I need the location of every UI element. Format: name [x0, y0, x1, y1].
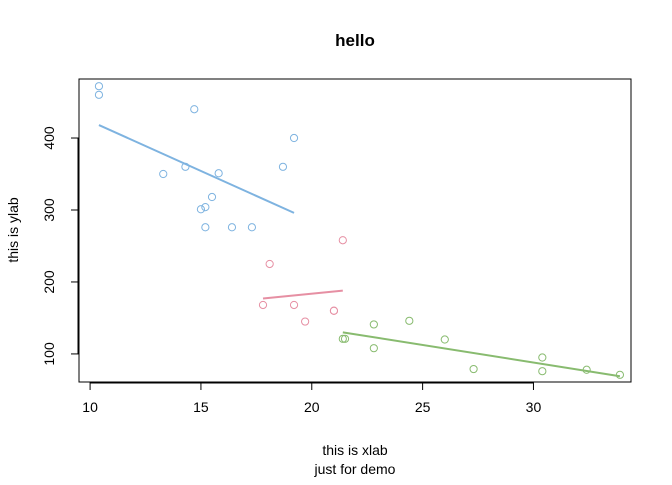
plot-area-frame	[78, 78, 632, 383]
data-point-series-1	[190, 105, 199, 114]
data-point-series-1	[227, 223, 237, 232]
data-point-series-1	[278, 162, 288, 171]
y-tick-label: 200	[41, 270, 57, 294]
data-point-series-3	[582, 365, 591, 374]
data-point-series-1	[159, 169, 168, 179]
data-point-series-1	[201, 203, 210, 212]
data-point-series-2	[265, 259, 274, 269]
data-point-series-3	[615, 370, 625, 379]
fit-line-series-2	[262, 289, 343, 300]
data-point-series-3	[538, 353, 547, 362]
x-tick-label: 20	[304, 399, 320, 415]
data-point-series-2	[338, 236, 347, 245]
data-point-series-1	[94, 90, 104, 99]
x-tick-label: 25	[415, 399, 431, 415]
data-point-series-3	[469, 364, 478, 374]
fit-lines	[98, 124, 621, 378]
data-point-series-2	[301, 317, 310, 326]
data-point-series-3	[538, 367, 547, 376]
chart-title: hello	[335, 31, 375, 50]
y-axis: 100 200 300 400	[41, 126, 79, 366]
data-point-series-1	[181, 162, 190, 171]
data-point-series-2	[289, 300, 299, 310]
y-axis-title: this is ylab	[5, 197, 21, 263]
x-axis-title: this is xlab	[322, 442, 388, 458]
data-points	[94, 82, 625, 379]
x-tick-label: 30	[526, 399, 542, 415]
data-point-series-1	[94, 82, 104, 91]
x-axis: 10 15 20 25 30	[82, 382, 541, 415]
data-point-series-3	[405, 316, 414, 325]
data-point-series-3	[369, 344, 378, 353]
data-point-series-1	[201, 223, 210, 232]
y-tick-label: 100	[41, 342, 57, 366]
data-point-series-3	[440, 335, 449, 344]
y-tick-label: 300	[41, 198, 57, 222]
data-point-series-1	[214, 169, 223, 178]
data-point-series-1	[289, 133, 299, 143]
data-point-series-1	[207, 192, 217, 202]
data-point-series-2	[329, 306, 339, 315]
x-tick-label: 15	[193, 399, 209, 415]
x-axis-subtitle: just for demo	[314, 461, 396, 477]
data-point-series-1	[247, 223, 257, 232]
data-point-series-1	[196, 205, 206, 214]
data-point-series-3	[338, 334, 347, 343]
fit-line-series-3	[342, 331, 621, 378]
data-point-series-3	[369, 320, 378, 329]
data-point-series-3	[340, 334, 350, 343]
fit-line-series-1	[98, 124, 295, 214]
x-tick-label: 10	[82, 399, 98, 415]
data-point-series-2	[258, 300, 268, 310]
y-tick-label: 400	[41, 126, 57, 150]
